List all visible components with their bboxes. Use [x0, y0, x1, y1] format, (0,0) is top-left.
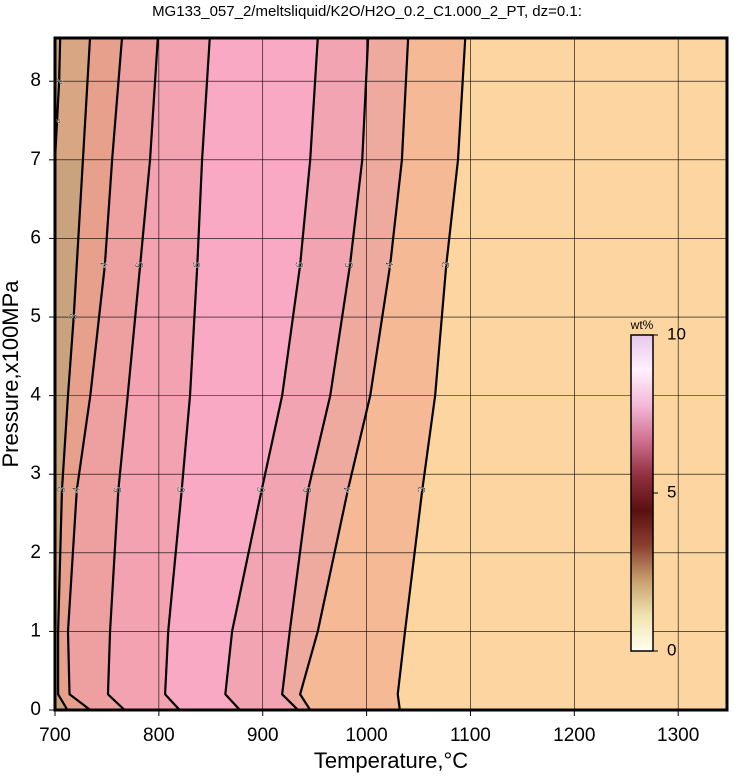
colorbar — [630, 334, 654, 652]
contour-label: 6 — [191, 261, 204, 269]
contour-line — [57, 38, 92, 710]
contour-label: 5 — [134, 261, 147, 269]
x-tick-label: 1200 — [553, 725, 595, 746]
contour-label: 5 — [302, 486, 315, 494]
plot-frame — [53, 36, 729, 712]
contour-line — [281, 38, 370, 710]
x-tick-label: 1300 — [657, 725, 699, 746]
x-tick-label: 800 — [143, 725, 175, 746]
colorbar-tick-label: 5 — [667, 482, 676, 501]
contour-label: 4 — [98, 261, 111, 269]
x-tick-label: 900 — [247, 725, 279, 746]
contour-label: 3 — [55, 486, 68, 494]
colorbar-tick-label: 10 — [667, 324, 686, 343]
x-tick-label: 1000 — [345, 725, 387, 746]
x-tick-label: 1100 — [450, 725, 491, 746]
contour-label: 6 — [255, 486, 268, 494]
y-tick-label: 6 — [30, 227, 41, 248]
contour-line — [396, 38, 467, 710]
colorbar-label: wt% — [630, 318, 654, 332]
contour-line — [106, 38, 159, 710]
contour-label: 3 — [416, 486, 429, 494]
y-tick-label: 3 — [30, 463, 41, 484]
y-tick-label: 0 — [30, 699, 41, 720]
contour-label: 6 — [294, 261, 307, 269]
contour-line — [163, 38, 211, 710]
contour-line — [66, 38, 124, 710]
contour-label: 3 — [67, 313, 80, 321]
y-tick-label: 2 — [30, 542, 41, 563]
x-axis-title: Temperature,°C — [314, 748, 468, 773]
y-tick-label: 7 — [30, 149, 41, 170]
contour-label: 5 — [112, 486, 125, 494]
contour-label: 4 — [341, 486, 354, 494]
y-tick-label: 8 — [30, 70, 41, 91]
y-tick-label: 4 — [30, 385, 41, 406]
x-tick-label: 700 — [39, 725, 71, 746]
y-tick-label: 5 — [30, 306, 41, 327]
chart-title: MG133_057_2/meltsliquid/K2O/H2O_0.2_C1.0… — [152, 3, 582, 20]
y-axis-title: Pressure,x100MPa — [0, 280, 23, 468]
contour-label: 2 — [53, 77, 66, 85]
contour-line — [299, 38, 410, 710]
contour-label: 3 — [440, 261, 453, 269]
contour-line — [224, 38, 319, 710]
contour-label: 4 — [70, 486, 83, 494]
contour-label: 6 — [175, 486, 188, 494]
contour-label: 5 — [343, 261, 356, 269]
colorbar-tick-label: 0 — [667, 640, 676, 659]
contour-label: 4 — [384, 261, 397, 269]
contour-label: 2 — [51, 116, 64, 124]
y-tick-label: 1 — [30, 620, 41, 641]
